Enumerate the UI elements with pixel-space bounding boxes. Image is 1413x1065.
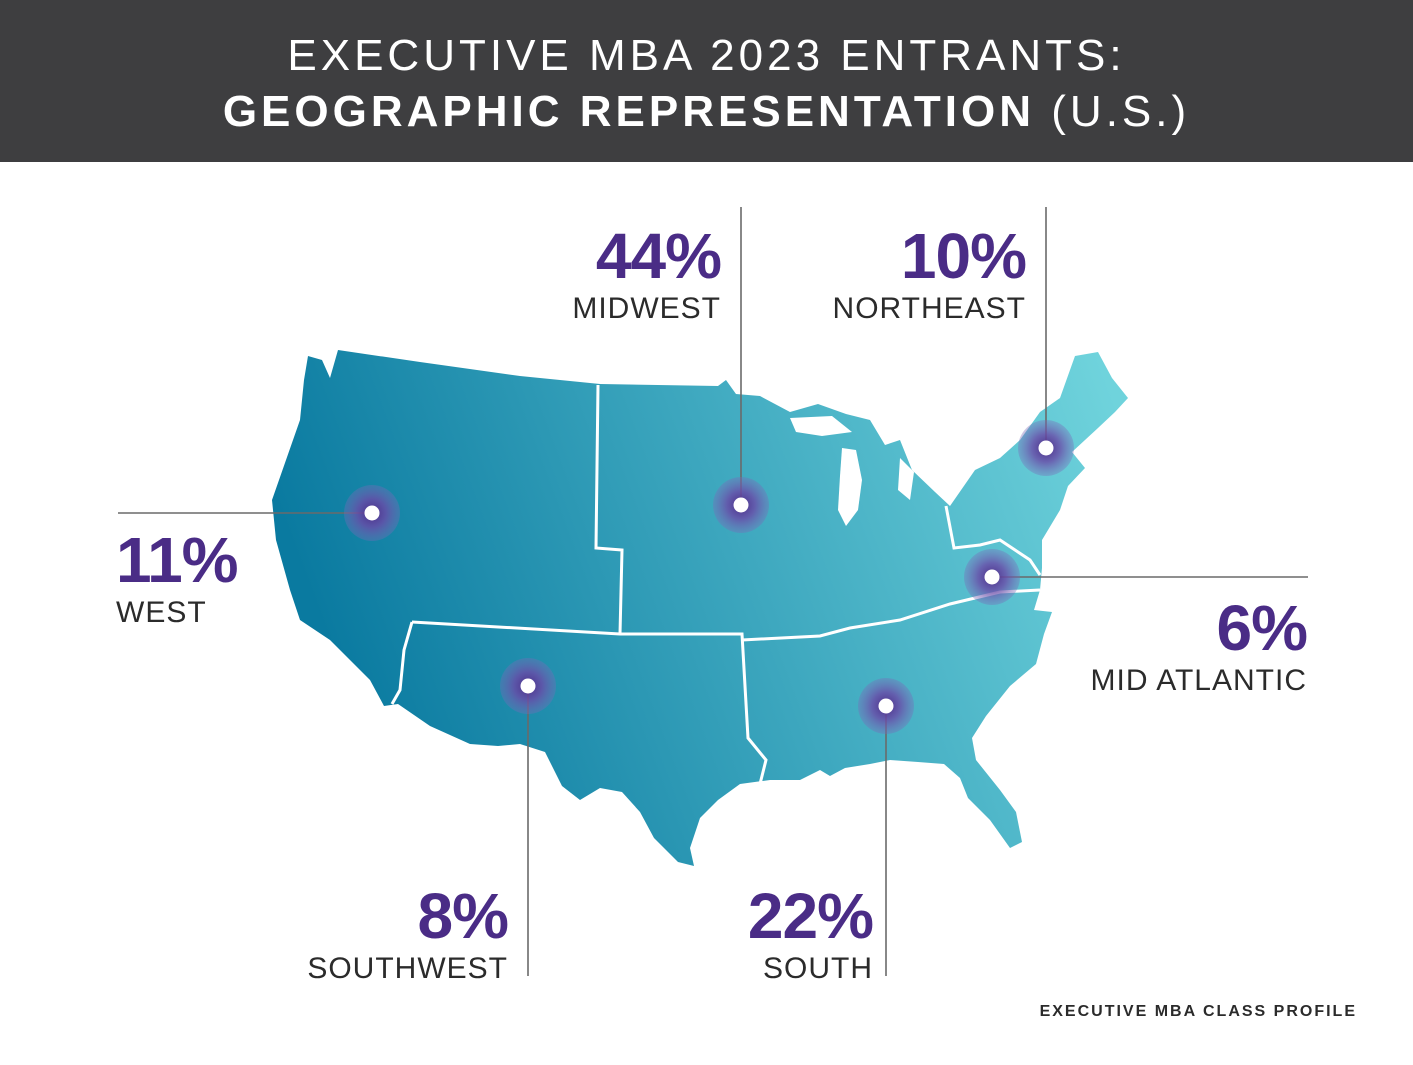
pin-south [858,678,914,734]
pin-west [344,485,400,541]
northeast-label: NORTHEAST [832,292,1026,325]
mid-atlantic-label: MID ATLANTIC [1090,664,1307,697]
lake-superior [790,416,852,436]
stat-southwest: 8% SOUTHWEST [307,880,509,986]
us-landmass [272,350,1128,866]
pin-mid-atlantic [964,549,1020,605]
mid-atlantic-percent: 6% [1216,592,1309,664]
header-banner: EXECUTIVE MBA 2023 ENTRANTS: GEOGRAPHIC … [0,0,1413,162]
south-label: SOUTH [763,952,873,985]
lake-michigan [838,448,862,526]
northeast-percent: 10% [900,220,1027,292]
pin-midwest [713,477,769,533]
title-line-2: GEOGRAPHIC REPRESENTATION (U.S.) [0,88,1413,136]
lake-huron [898,458,914,500]
west-percent: 11% [116,524,239,596]
footer-caption: EXECUTIVE MBA CLASS PROFILE [1039,1003,1357,1020]
title-light: (U.S.) [1051,87,1191,136]
leader-lines [118,207,1308,976]
southwest-label: SOUTHWEST [307,952,508,985]
southwest-percent: 8% [417,880,509,952]
pin-southwest [500,658,556,714]
title-line-1: EXECUTIVE MBA 2023 ENTRANTS: [287,31,1126,80]
us-map [118,207,1308,976]
stat-northeast: 10% NORTHEAST [832,220,1027,326]
midwest-label: MIDWEST [572,292,721,325]
stat-south: 22% SOUTH [747,880,874,986]
stat-west: 11% WEST [116,524,239,630]
south-percent: 22% [747,880,874,952]
stat-midwest: 44% MIDWEST [572,220,722,326]
pin-northeast [1018,420,1074,476]
midwest-percent: 44% [595,220,722,292]
west-label: WEST [116,596,207,629]
title-bold: GEOGRAPHIC REPRESENTATION [222,87,1036,136]
stat-mid-atlantic: 6% MID ATLANTIC [1090,592,1309,698]
